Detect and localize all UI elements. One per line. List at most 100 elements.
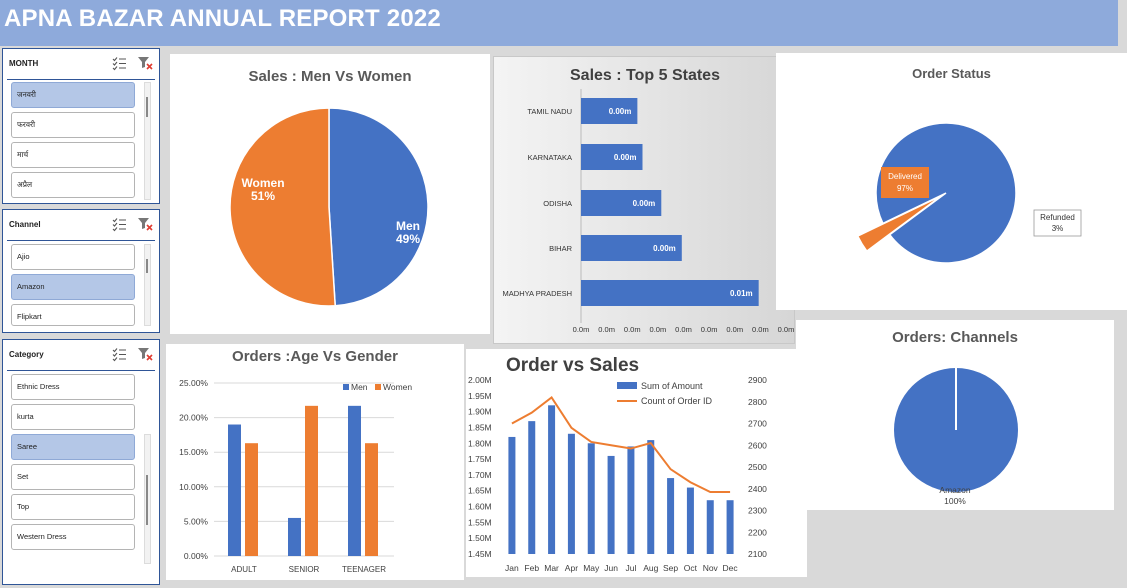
top-states-bars: TAMIL NADU 0.00m KARNATAKA 0.00m ODISHA 0.00m… (503, 89, 794, 334)
category-item[interactable]: Saree (11, 434, 135, 460)
channel-item[interactable]: Ajio (11, 244, 135, 270)
x-tick-label: Dec (723, 563, 739, 573)
y-tick-label: 1.80M (468, 438, 492, 448)
chart-title: Orders :Age Vs Gender (232, 348, 398, 365)
category-item[interactable]: Top (11, 494, 135, 520)
month-item[interactable]: अप्रैल (11, 172, 135, 198)
chart-title: Sales : Men Vs Women (248, 68, 412, 85)
pie-slice-men (328, 107, 429, 307)
x-tick-label: 0.0m (598, 325, 615, 334)
amount-bar (686, 487, 694, 554)
clear-filter-icon[interactable] (137, 216, 153, 232)
order-vs-sales-chart: Order vs Sales 1.45M 1.50M 1.55M 1.60M 1.65M… (466, 349, 807, 577)
gender-sales-chart: Sales : Men Vs Women Men 49% Women 51% (170, 54, 490, 334)
multi-select-icon[interactable] (111, 216, 127, 232)
x-tick-label: Oct (684, 563, 698, 573)
top-states-chart: Sales : Top 5 States TAMIL NADU 0.00m KARN… (493, 56, 795, 344)
category-slicer-scrollbar[interactable] (144, 434, 151, 564)
pie-label: Amazon (939, 485, 970, 495)
clear-filter-icon[interactable] (137, 55, 153, 71)
report-title: APNA BAZAR ANNUAL REPORT 2022 (4, 5, 441, 32)
amount-bar (706, 500, 714, 554)
month-item[interactable]: मार्च (11, 142, 135, 168)
category-item[interactable]: kurta (11, 404, 135, 430)
pie-slice-refunded (857, 196, 940, 252)
y-tick-label: 1.95M (468, 391, 492, 401)
x-tick-label: Feb (524, 563, 539, 573)
pie-slice-delivered (875, 122, 1017, 264)
age-gender-bars: 0.00% 5.00% 10.00% 15.00% 20.00% 25.00% ADULT S… (179, 378, 412, 574)
bar-women (365, 443, 378, 556)
x-tick-label: Nov (703, 563, 719, 573)
bar-men (348, 405, 361, 556)
bar-data-label: 0.00m (614, 153, 637, 162)
y2-tick-label: 2900 (748, 375, 767, 385)
state-bar (581, 144, 643, 170)
y-tick-label: 20.00% (179, 413, 208, 423)
month-slicer-scrollbar[interactable] (144, 82, 151, 200)
bar-data-label: 0.01m (730, 289, 753, 298)
y2-tick-label: 2100 (748, 549, 767, 559)
bar-data-label: 0.00m (609, 107, 632, 116)
x-tick-label: 0.0m (650, 325, 667, 334)
chart-title: Order Status (912, 66, 991, 81)
delivered-label-box (881, 167, 929, 198)
channel-item[interactable]: Amazon (11, 274, 135, 300)
amount-bar (587, 443, 595, 554)
legend-label: Men (351, 382, 368, 392)
bar-men (228, 424, 241, 556)
y-tick-label: 2.00M (468, 375, 492, 385)
order-count-line (511, 395, 731, 494)
state-label: BIHAR (549, 244, 573, 253)
order-vs-sales-plot: 1.45M 1.50M 1.55M 1.60M 1.65M 1.70M 1.75M 1.80M… (468, 375, 767, 573)
state-bar (581, 280, 759, 306)
state-bar (581, 235, 682, 261)
amount-bar (726, 500, 734, 554)
multi-select-icon[interactable] (111, 346, 127, 362)
x-tick-label: Mar (544, 563, 559, 573)
category-item[interactable]: Western Dress (11, 524, 135, 550)
y2-tick-label: 2600 (748, 440, 767, 450)
y-tick-label: 1.50M (468, 533, 492, 543)
order-status-pie: Delivered 97% Refunded 3% (857, 122, 1082, 264)
x-tick-label: 0.0m (624, 325, 641, 334)
x-tick-label: 0.0m (675, 325, 692, 334)
x-tick-label: 0.0m (573, 325, 590, 334)
multi-select-icon[interactable] (111, 55, 127, 71)
channel-slicer-label: Channel (9, 220, 41, 229)
y-tick-label: 1.45M (468, 549, 492, 559)
y-tick-label: 1.85M (468, 422, 492, 432)
refunded-label-box (1033, 209, 1082, 237)
state-label: TAMIL NADU (527, 107, 572, 116)
y-tick-label: 25.00% (179, 378, 208, 388)
month-slicer: MONTH जनवरी फरवरी मार्च अप्रैल (2, 48, 160, 204)
channel-item[interactable]: Flipkart (11, 304, 135, 326)
legend-swatch (617, 382, 637, 389)
clear-filter-icon[interactable] (137, 346, 153, 362)
x-tick-label: 0.0m (752, 325, 769, 334)
amount-bar (548, 405, 556, 554)
amount-bar (627, 446, 635, 554)
chart-title: Orders: Channels (892, 329, 1018, 346)
month-slicer-label: MONTH (9, 59, 39, 68)
category-item[interactable]: Set (11, 464, 135, 490)
x-tick-label: Jan (505, 563, 519, 573)
pie-label: Women (241, 176, 284, 190)
month-item[interactable]: जनवरी (11, 82, 135, 108)
channel-slicer-scrollbar[interactable] (144, 244, 151, 326)
amount-bar (567, 433, 575, 554)
month-item[interactable]: फरवरी (11, 112, 135, 138)
state-label: KARNATAKA (528, 153, 572, 162)
category-item[interactable]: Ethnic Dress (11, 374, 135, 400)
pie-label: Men (396, 219, 420, 233)
age-gender-chart: Orders :Age Vs Gender 0.00% 5.00% 10.00% 15… (166, 344, 464, 580)
y-tick-label: 1.65M (468, 486, 492, 496)
state-label: ODISHA (543, 199, 572, 208)
x-tick-label: Apr (565, 563, 578, 573)
order-status-chart: Order Status Delivered 97% Refunded 3% (776, 53, 1127, 310)
bar-men (288, 517, 301, 556)
legend-swatch (375, 384, 381, 390)
x-tick-label: 0.0m (701, 325, 718, 334)
